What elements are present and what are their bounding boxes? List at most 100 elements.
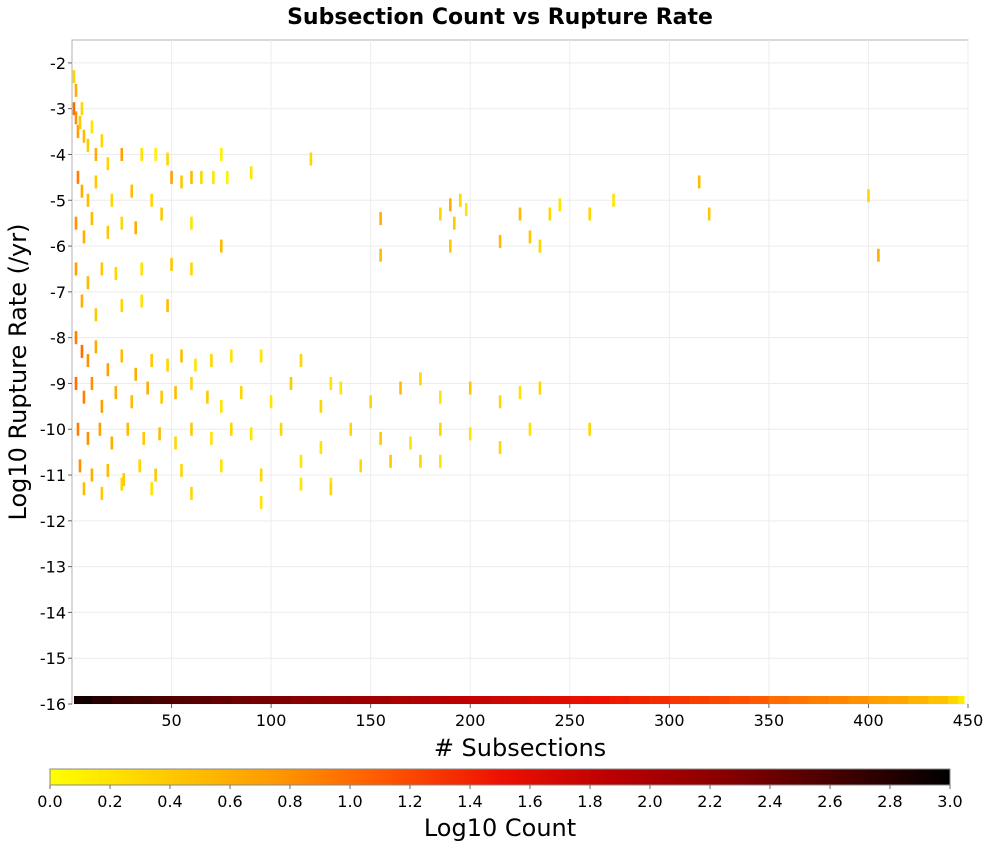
bottom-row-cell: [669, 696, 690, 704]
heatmap-cell: [612, 193, 615, 207]
colorbar-tick-label: 0.2: [97, 792, 122, 811]
bottom-row-cell: [73, 696, 93, 704]
x-tick-label: 450: [953, 711, 984, 730]
heatmap-cell: [158, 427, 161, 441]
heatmap-cell: [439, 454, 442, 468]
heatmap-cell: [190, 422, 193, 436]
heatmap-cell: [259, 496, 263, 510]
heatmap-cell: [166, 299, 169, 313]
bottom-row-cells: [73, 696, 965, 704]
colorbar-tick-label: 1.0: [337, 792, 362, 811]
bottom-row-cell: [251, 696, 272, 704]
bottom-row-cell: [569, 696, 591, 704]
heatmap-cell: [154, 468, 157, 482]
heatmap-cell: [78, 115, 82, 129]
heatmap-cell: [468, 427, 472, 441]
heatmap-cell: [72, 70, 76, 84]
heatmap-cell: [130, 184, 134, 198]
colorbar-tick-label: 2.2: [697, 792, 722, 811]
y-tick-label: -11: [40, 466, 66, 485]
heatmap-cell: [220, 239, 223, 253]
y-tick-label: -3: [50, 100, 66, 119]
heatmap-cell: [106, 363, 110, 377]
heatmap-cell: [90, 120, 94, 134]
heatmap-cell: [170, 170, 173, 184]
heatmap-cell: [548, 207, 552, 221]
bottom-row-cell: [490, 696, 511, 704]
bottom-row-cell: [211, 696, 232, 704]
heatmap-cell: [94, 308, 98, 322]
heatmap-cell: [98, 422, 102, 436]
heatmap-cell: [140, 262, 143, 276]
heatmap-cell: [100, 134, 104, 148]
heatmap-cell: [229, 422, 233, 436]
bottom-row-cell: [330, 696, 352, 704]
heatmap-cell: [877, 248, 880, 262]
heatmap-cell: [528, 230, 532, 244]
bottom-row-cell: [958, 696, 965, 704]
heatmap-cell: [142, 431, 145, 445]
heatmap-cell: [259, 468, 263, 482]
y-tick-label: -13: [40, 558, 66, 577]
bottom-row-cell: [529, 696, 551, 704]
heatmap-cell: [110, 193, 114, 207]
heatmap-cell: [458, 193, 462, 207]
heatmap-cell: [82, 230, 86, 244]
heatmap-cell: [528, 422, 532, 436]
heatmap-cell: [309, 152, 313, 166]
heatmap-cell: [379, 212, 382, 226]
heatmap-cell: [349, 422, 353, 436]
heatmap-cell: [588, 422, 591, 436]
heatmap-cell: [120, 349, 124, 363]
bottom-row-cell: [748, 696, 770, 704]
bottom-row-cell: [310, 696, 332, 704]
y-tick-label: -9: [50, 374, 66, 393]
heatmap-cell: [379, 431, 382, 445]
heatmap-cell: [498, 441, 502, 455]
y-axis-ticks: -2 -3 -4 -5 -6 -7 -8 -9 -10 -11 -12 -13 -14 -15 -16: [40, 54, 72, 714]
bottom-row-cell: [191, 696, 212, 704]
colorbar-tick-label: 2.0: [637, 792, 662, 811]
bottom-row-cell: [271, 696, 292, 704]
heatmap-cell: [329, 482, 333, 496]
heatmap-cell: [94, 175, 98, 189]
heatmap-cell: [449, 198, 452, 212]
colorbar: [49, 768, 951, 786]
heatmap-cell: [90, 212, 94, 226]
heatmap-cell: [220, 147, 223, 161]
bottom-row-cell: [848, 696, 869, 704]
heatmap-cell: [452, 216, 456, 230]
y-tick-label: -10: [40, 420, 66, 439]
heatmap-cell: [399, 381, 402, 395]
heatmap-cell: [249, 166, 253, 180]
heatmap-cell: [194, 358, 197, 372]
heatmap-cell: [220, 399, 223, 413]
y-tick-label: -16: [40, 695, 66, 714]
heatmap-cell: [449, 239, 452, 253]
heatmap-cell: [319, 399, 323, 413]
heatmap-cell: [200, 170, 203, 184]
heatmap-cell: [160, 390, 163, 404]
heatmap-cell: [90, 376, 94, 390]
colorbar-tick-label: 0.4: [157, 792, 182, 811]
bottom-row-cell: [291, 696, 312, 704]
bottom-row-cell: [609, 696, 631, 704]
bottom-row-cell: [350, 696, 372, 704]
heatmap-cell: [279, 422, 283, 436]
bottom-row-cell: [629, 696, 650, 704]
heatmap-cell: [74, 331, 78, 345]
heatmap-cell: [106, 463, 110, 477]
heatmap-cell: [114, 267, 118, 281]
y-tick-label: -5: [50, 191, 66, 210]
heatmap-cell: [379, 248, 382, 262]
heatmap-cell: [339, 381, 343, 395]
heatmap-cell: [120, 477, 124, 491]
bottom-row-cell: [91, 696, 113, 704]
heatmap-cell: [190, 486, 193, 500]
heatmap-cell: [100, 486, 104, 500]
heatmap-cell: [180, 463, 183, 477]
heatmap-cell: [80, 344, 84, 358]
heatmap-cell: [72, 102, 76, 116]
bottom-row-cell: [689, 696, 710, 704]
heatmap-cell: [439, 207, 442, 221]
